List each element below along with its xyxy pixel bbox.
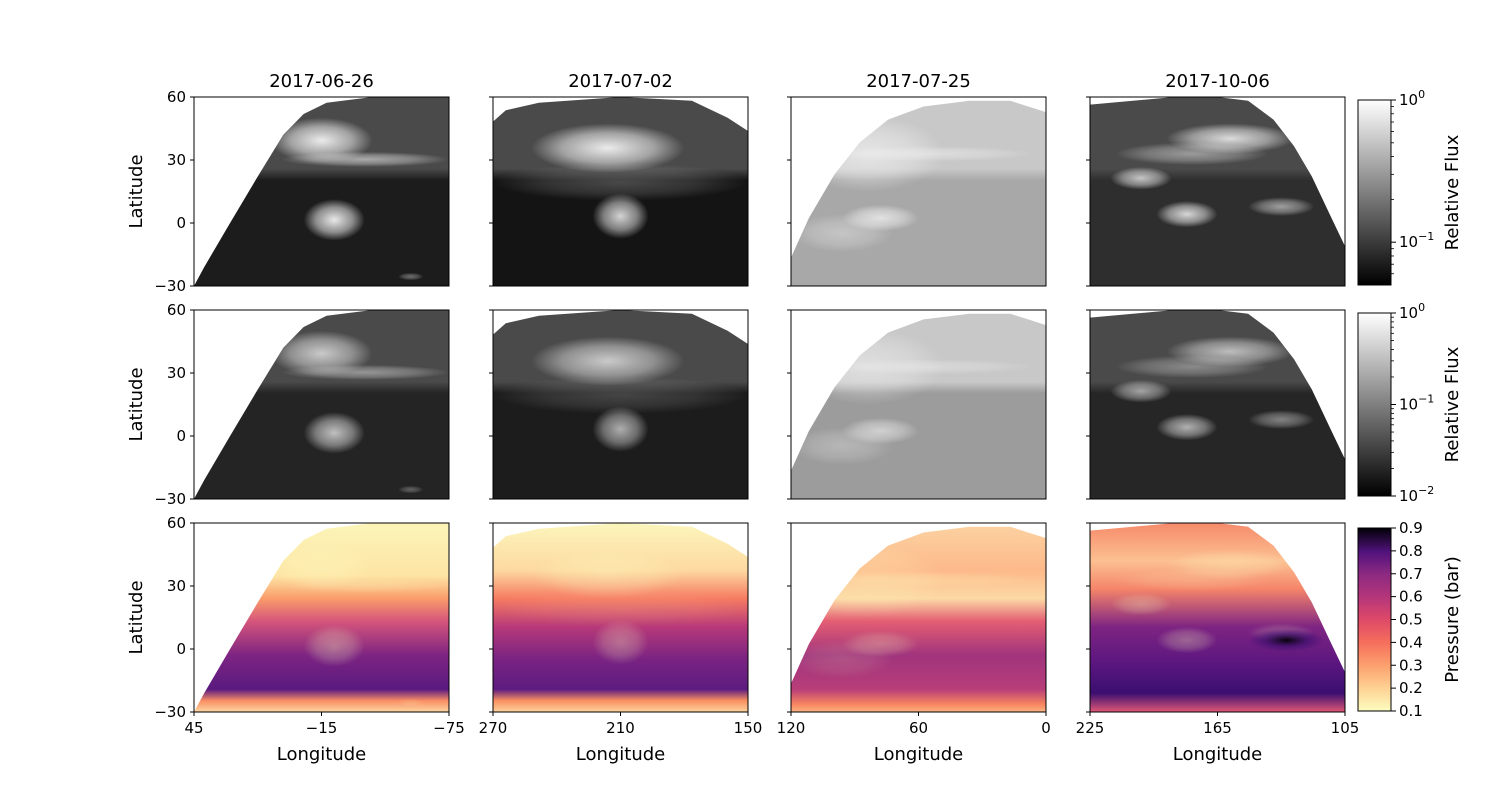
map-image-r2-c4 bbox=[1090, 310, 1345, 499]
x-tick-label: 45 bbox=[184, 719, 203, 737]
colorbar-tick-label: 0.2 bbox=[1399, 679, 1423, 697]
panel-frame bbox=[790, 309, 1047, 500]
colorbar-2: 100 10−1 10−2 Relative Flux bbox=[1357, 301, 1463, 505]
x-tick-label: 165 bbox=[1203, 719, 1232, 737]
column-title: 2017-10-06 bbox=[1165, 71, 1270, 92]
panel-r1-c2: 2017-07-02 bbox=[489, 71, 749, 287]
x-tick-label: 210 bbox=[606, 719, 635, 737]
map-image-r1-c1 bbox=[194, 97, 449, 286]
x-axis-label: Longitude bbox=[277, 744, 367, 765]
x-tick-label: 0 bbox=[1041, 719, 1051, 737]
panel-r2-c1: −30 0 30 60 Latitude bbox=[126, 301, 450, 508]
colorbar-label: Relative Flux bbox=[1442, 134, 1463, 250]
map-image-r3-c1 bbox=[194, 523, 449, 712]
y-tick-label: 60 bbox=[167, 301, 186, 319]
panel-frame bbox=[492, 96, 749, 287]
y-tick-label: 60 bbox=[167, 514, 186, 532]
x-tick-label: 225 bbox=[1076, 719, 1105, 737]
x-axis-label: Longitude bbox=[1173, 744, 1263, 765]
panel-r3-c1: −30 0 30 60 45 −15 −75 Longitude Latitude bbox=[126, 514, 465, 765]
x-tick-label: 150 bbox=[734, 719, 763, 737]
map-image-r3-c4 bbox=[1090, 523, 1345, 712]
column-title: 2017-07-25 bbox=[866, 71, 971, 92]
colorbar-tick-label: 0.9 bbox=[1399, 519, 1423, 537]
panel-frame bbox=[193, 309, 450, 500]
panel-frame bbox=[1089, 96, 1346, 287]
column-title: 2017-07-02 bbox=[568, 71, 673, 92]
x-tick-label: 60 bbox=[909, 719, 928, 737]
colorbar-tick-label: 0.6 bbox=[1399, 588, 1423, 606]
panel-r3-c4: 225 165 105 Longitude bbox=[1076, 522, 1360, 765]
colorbar-group: 100 10−1 Relative Flux 100 10−1 10−2 Relative … bbox=[1357, 88, 1463, 720]
y-axis-label: Latitude bbox=[126, 580, 147, 654]
colorbar-tick-label: 0.7 bbox=[1399, 565, 1423, 583]
colorbar-1: 100 10−1 Relative Flux bbox=[1357, 88, 1463, 286]
x-axis-label: Longitude bbox=[576, 744, 666, 765]
panel-r1-c3: 2017-07-25 bbox=[787, 71, 1047, 287]
colorbar-tick-label: 0.5 bbox=[1399, 611, 1423, 629]
y-axis-label: Latitude bbox=[126, 367, 147, 441]
map-image-r2-c2 bbox=[493, 310, 748, 499]
map-image-r1-c3 bbox=[791, 100, 1046, 286]
map-image-r1-c4 bbox=[1090, 97, 1345, 286]
x-tick-label: −15 bbox=[306, 719, 338, 737]
y-tick-label: 60 bbox=[167, 88, 186, 106]
panel-frame bbox=[193, 96, 450, 287]
x-axis-label: Longitude bbox=[874, 744, 964, 765]
panel-r1-c4: 2017-10-06 bbox=[1086, 71, 1346, 287]
y-tick-label: 0 bbox=[176, 427, 186, 445]
map-image-r3-c3 bbox=[791, 526, 1046, 712]
y-tick-label: −30 bbox=[154, 703, 186, 721]
colorbar-ramp bbox=[1357, 99, 1392, 286]
y-tick-label: 0 bbox=[176, 214, 186, 232]
colorbar-tick-label: 10−2 bbox=[1399, 484, 1434, 505]
y-tick-label: −30 bbox=[154, 277, 186, 295]
y-tick-label: 30 bbox=[167, 151, 186, 169]
y-tick-label: 30 bbox=[167, 577, 186, 595]
y-tick-label: −30 bbox=[154, 490, 186, 508]
map-image-r2-c3 bbox=[791, 313, 1046, 499]
colorbar-3: 0.1 0.2 0.3 0.4 0.5 0.6 0.7 0.8 0.9 Pressure (bar… bbox=[1357, 519, 1463, 720]
colorbar-tick-label: 0.3 bbox=[1399, 656, 1423, 674]
panel-r1-c1: −30 0 30 60 2017-06-26 Latitude bbox=[126, 71, 450, 295]
colorbar-tick-label: 100 bbox=[1399, 301, 1425, 322]
colorbar-tick-label: 0.1 bbox=[1399, 702, 1423, 720]
panel-frame bbox=[492, 309, 749, 500]
colorbar-ramp bbox=[1357, 312, 1392, 497]
panel-grid: −30 0 30 60 2017-06-26 Latitude 2017-07-02 2017… bbox=[126, 71, 1359, 765]
colorbar-label: Relative Flux bbox=[1442, 346, 1463, 462]
map-image-r3-c2 bbox=[493, 523, 748, 712]
x-tick-label: 105 bbox=[1331, 719, 1360, 737]
panel-r2-c2 bbox=[489, 309, 749, 500]
map-image-r2-c1 bbox=[194, 310, 449, 499]
x-tick-label: 120 bbox=[777, 719, 806, 737]
colorbar-tick-label: 100 bbox=[1399, 88, 1425, 109]
colorbar-tick-label: 0.8 bbox=[1399, 542, 1423, 560]
colorbar-tick-label: 0.4 bbox=[1399, 633, 1423, 651]
y-axis-label: Latitude bbox=[126, 154, 147, 228]
colorbar-tick-label: 10−1 bbox=[1399, 230, 1434, 251]
colorbar-label: Pressure (bar) bbox=[1442, 556, 1463, 682]
panel-r3-c3: 120 60 0 Longitude bbox=[777, 522, 1051, 765]
column-title: 2017-06-26 bbox=[269, 71, 374, 92]
y-tick-label: 0 bbox=[176, 640, 186, 658]
x-tick-label: 270 bbox=[479, 719, 508, 737]
panel-r3-c2: 270 210 150 Longitude bbox=[479, 522, 763, 765]
colorbar-ramp bbox=[1357, 527, 1392, 712]
x-tick-label: −75 bbox=[433, 719, 465, 737]
panel-r2-c4 bbox=[1086, 309, 1346, 500]
panel-r2-c3 bbox=[787, 309, 1047, 500]
map-image-r1-c2 bbox=[493, 97, 748, 286]
colorbar-tick-label: 10−1 bbox=[1399, 393, 1434, 414]
panel-frame bbox=[790, 96, 1047, 287]
panel-frame bbox=[1089, 309, 1346, 500]
y-tick-label: 30 bbox=[167, 364, 186, 382]
